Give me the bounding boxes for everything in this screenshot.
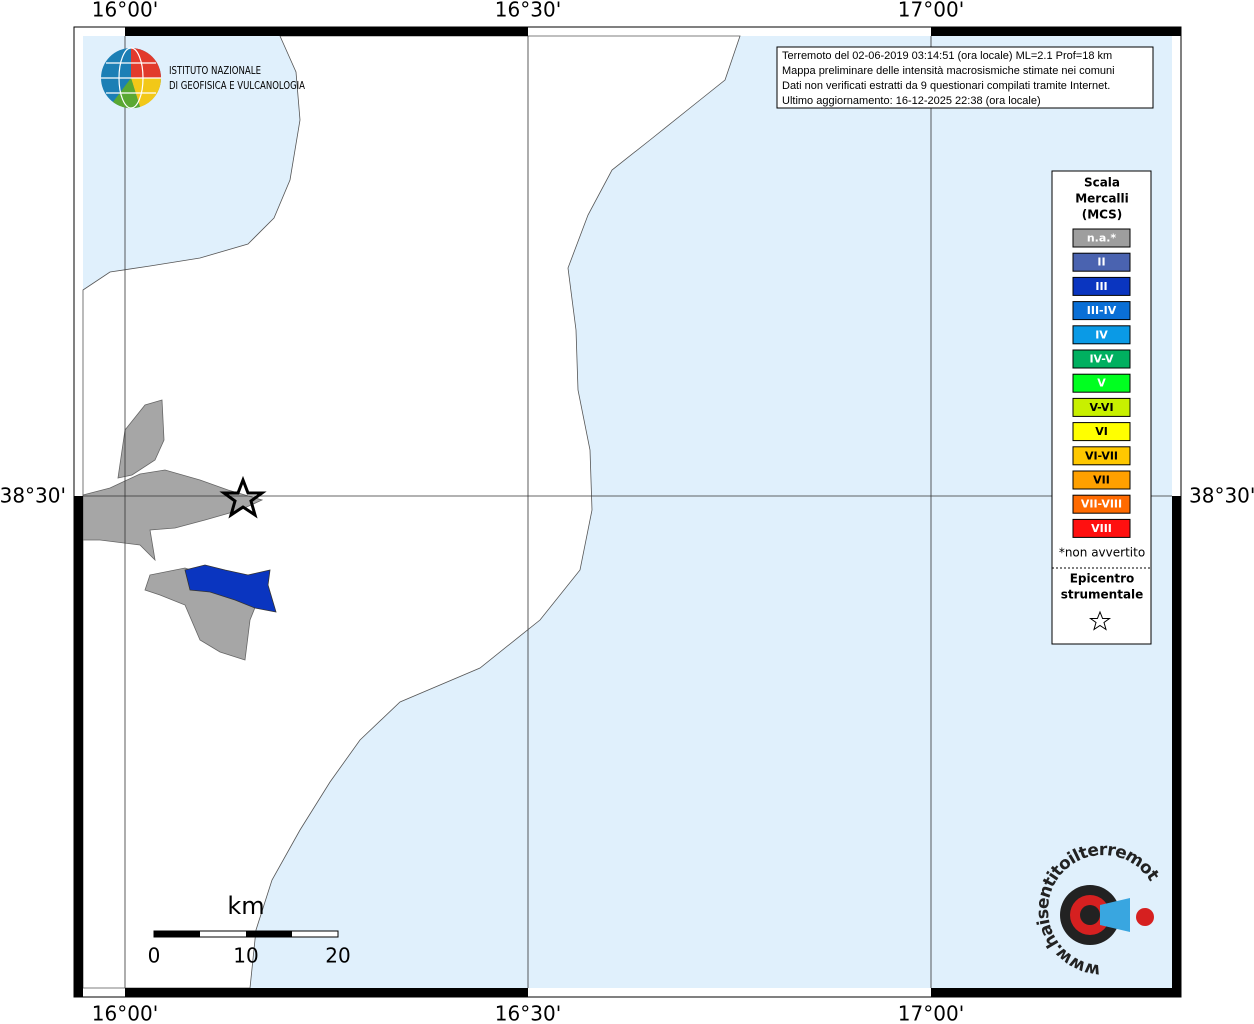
legend-label: VI [1095, 425, 1108, 438]
legend-label: IV [1095, 328, 1108, 341]
legend-swatch [1072, 301, 1131, 321]
municipality [117, 399, 165, 479]
legend-swatch [1072, 276, 1131, 296]
legend-label: VII [1093, 474, 1110, 487]
lon-label: 16°30' [495, 1002, 561, 1024]
legend-label: III-IV [1087, 304, 1117, 317]
frame-bar [125, 988, 528, 997]
logo-text: DI GEOFISICA E VULCANOLOGIA [169, 80, 306, 92]
legend-swatch [1072, 252, 1131, 272]
legend-swatch [1072, 494, 1131, 514]
scale-label: 0 [148, 944, 161, 968]
info-line: Terremoto del 02-06-2019 03:14:51 (ora l… [782, 50, 1112, 62]
legend-label: V-VI [1089, 401, 1113, 414]
legend-label: VII-VIII [1081, 498, 1122, 511]
info-line: Mappa preliminare delle intensità macros… [782, 65, 1115, 77]
info-line: Dati non verificati estratti da 9 questi… [782, 80, 1110, 92]
legend: ScalaMercalli(MCS)n.a.*IIIIIIII-IVIVIV-V… [1072, 176, 1131, 538]
graticule [83, 36, 1172, 988]
frame-bar [1172, 496, 1181, 997]
legend-swatch [1072, 397, 1131, 417]
legend-title: (MCS) [1082, 208, 1123, 222]
logo-text: ISTITUTO NAZIONALE [169, 65, 261, 77]
lon-label: 16°30' [495, 0, 561, 22]
frame-bar [125, 27, 528, 36]
scale-label: 20 [325, 944, 350, 968]
legend-swatch [1072, 349, 1131, 369]
legend-epicenter: strumentale [1061, 588, 1144, 602]
legend-label: IV-V [1089, 353, 1114, 366]
legend-label: VI-VII [1085, 449, 1118, 462]
legend-epicenter: Epicentro [1070, 572, 1135, 586]
scale-bar: km 0 10 20 [148, 892, 351, 968]
frame-bar [931, 988, 1181, 997]
legend-swatch [1072, 518, 1131, 538]
legend-label: V [1097, 377, 1106, 390]
info-box [776, 46, 1154, 109]
legend-label: II [1097, 256, 1105, 269]
lon-label: 16°00' [92, 0, 158, 22]
frame-bars [74, 27, 1181, 997]
municipality [82, 469, 264, 562]
frame-bar [74, 496, 83, 997]
scale-segment [246, 931, 292, 937]
legend-swatch [1072, 446, 1131, 466]
wm-speaker [1100, 898, 1130, 932]
lon-label: 17°00' [898, 1002, 964, 1024]
legend-title: Mercalli [1075, 192, 1129, 206]
municipality-iii [184, 564, 277, 613]
epicenter-star [219, 475, 267, 519]
lat-label: 38°30' [0, 484, 66, 508]
lon-label: 17°00' [898, 0, 964, 22]
legend-star [1088, 610, 1112, 631]
wm-circle [1080, 905, 1100, 925]
frame-bar [931, 27, 1181, 36]
legend-label: VIII [1091, 522, 1112, 535]
legend-swatch [1072, 422, 1131, 442]
lon-label: 16°00' [92, 1002, 158, 1024]
legend-swatch [1072, 470, 1131, 490]
legend-title: Scala [1084, 176, 1120, 190]
legend-label: n.a.* [1087, 232, 1117, 245]
info-lines: Terremoto del 02-06-2019 03:14:51 (ora l… [782, 50, 1115, 107]
scale-unit: km [227, 892, 264, 920]
scale-segment [154, 931, 200, 937]
lat-label: 38°30' [1189, 484, 1254, 508]
info-line: Ultimo aggiornamento: 16-12-2025 22:38 (… [782, 95, 1041, 107]
land [82, 35, 741, 989]
legend-note: *non avvertito [1059, 546, 1145, 560]
scale-label: 10 [233, 944, 258, 968]
legend-label: III [1095, 280, 1107, 293]
legend-swatch [1072, 373, 1131, 393]
legend-swatch [1072, 325, 1131, 345]
ingv-logo: ISTITUTO NAZIONALE DI GEOFISICA E VULCAN… [101, 47, 306, 109]
legend-swatch [1072, 228, 1131, 248]
wm-dot [1136, 908, 1154, 926]
